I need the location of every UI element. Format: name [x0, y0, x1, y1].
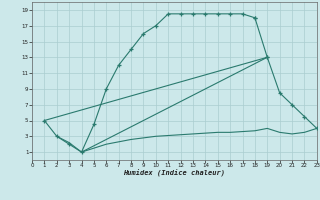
X-axis label: Humidex (Indice chaleur): Humidex (Indice chaleur) — [124, 170, 225, 177]
